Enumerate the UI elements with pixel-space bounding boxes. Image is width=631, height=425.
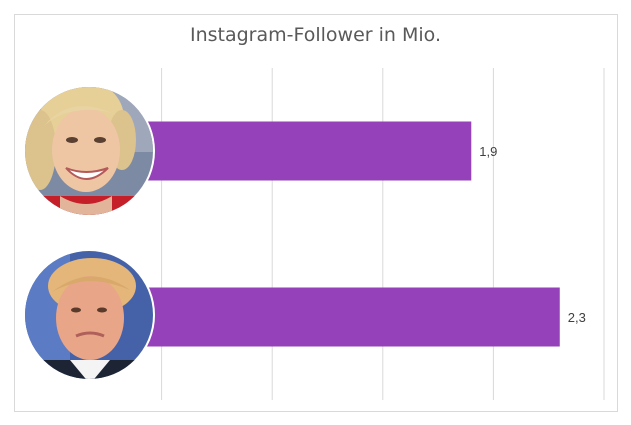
data-label-1: 1,9 bbox=[479, 144, 497, 159]
data-label-2: 2,3 bbox=[568, 310, 586, 325]
category-photo-2 bbox=[23, 249, 155, 381]
chart-title: Instagram-Follower in Mio. bbox=[189, 24, 442, 46]
category-photo-1 bbox=[23, 85, 155, 217]
